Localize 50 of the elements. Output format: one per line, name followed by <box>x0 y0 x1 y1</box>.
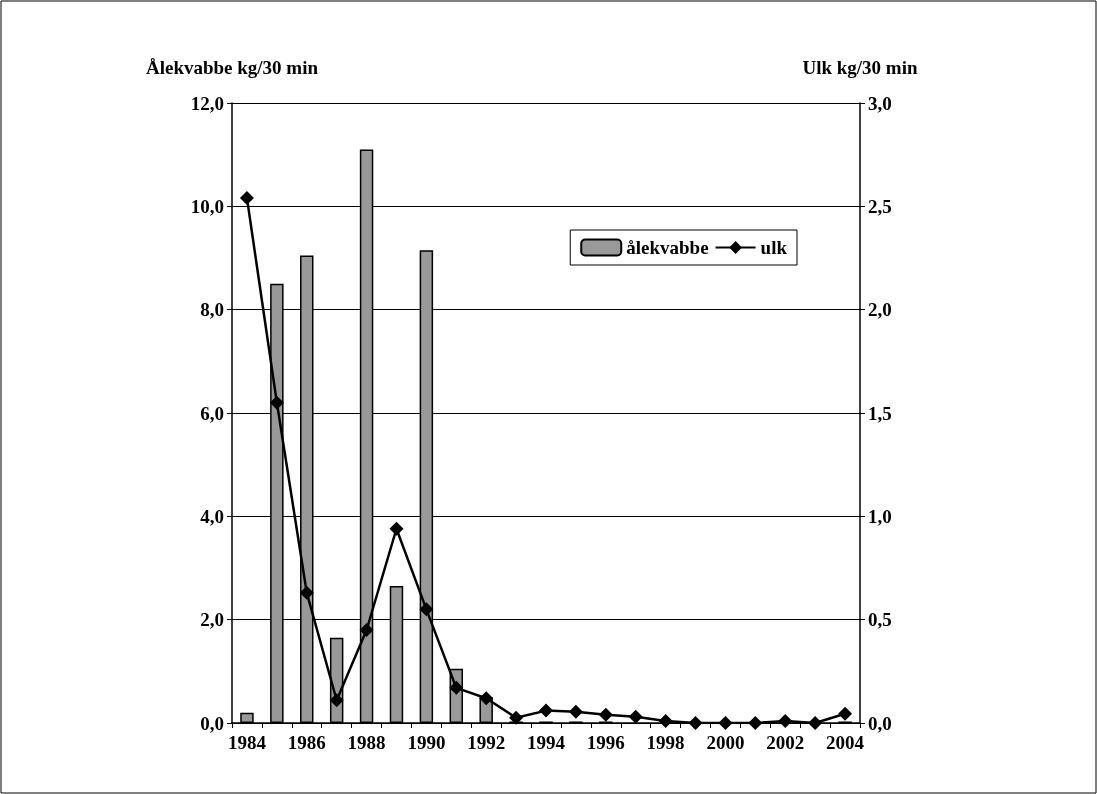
point <box>628 709 643 724</box>
legend-label: ulk <box>760 237 788 258</box>
y2-tick-label: 1,5 <box>868 402 892 424</box>
y-tick-label: 8,0 <box>200 299 224 321</box>
x-tick-label: 2000 <box>706 732 745 753</box>
point <box>449 680 464 695</box>
point <box>479 691 494 706</box>
point <box>808 716 823 730</box>
point <box>718 716 733 730</box>
y-tick-label: 0,0 <box>200 712 224 734</box>
point <box>269 395 284 410</box>
point <box>509 710 524 725</box>
y2-tick-label: 2,0 <box>868 299 892 321</box>
point <box>239 191 254 206</box>
point <box>539 703 553 718</box>
point <box>688 716 703 730</box>
point <box>658 713 673 728</box>
point <box>299 585 314 600</box>
point <box>568 704 583 719</box>
y2-tick-label: 1,0 <box>868 505 892 527</box>
y-tick-label: 2,0 <box>200 609 224 631</box>
x-tick-label: 1996 <box>586 732 625 753</box>
y-tick-label: 6,0 <box>200 402 224 424</box>
x-tick-label: 1986 <box>287 732 326 753</box>
y2-tick-label: 3,0 <box>868 92 892 114</box>
x-tick-label: 2004 <box>826 732 865 753</box>
x-tick-label: 1984 <box>227 732 267 753</box>
x-tick-label: 1990 <box>407 732 446 753</box>
x-tick-label: 1988 <box>347 732 386 753</box>
point <box>778 713 793 728</box>
y2-axis-title: Ulk kg/30 min <box>802 56 918 78</box>
y2-tick-label: 2,5 <box>868 195 892 217</box>
point <box>748 716 763 730</box>
point <box>389 521 404 536</box>
x-tick-label: 1992 <box>467 732 506 753</box>
point <box>419 602 434 617</box>
legend-label: ålekvabbe <box>626 237 709 258</box>
point <box>359 623 374 637</box>
y-tick-label: 4,0 <box>200 505 224 527</box>
x-tick-label: 1998 <box>646 732 685 753</box>
point <box>598 707 613 722</box>
point <box>329 693 344 708</box>
x-tick-label: 1994 <box>527 732 566 753</box>
y-axis-title: Ålekvabbe kg/30 min <box>145 56 319 78</box>
y-tick-label: 12,0 <box>190 92 224 114</box>
y2-tick-label: 0,0 <box>868 712 892 734</box>
y-tick-label: 10,0 <box>190 195 224 217</box>
x-tick-label: 2002 <box>766 732 805 753</box>
y2-tick-label: 0,5 <box>868 609 892 631</box>
point <box>838 706 853 721</box>
